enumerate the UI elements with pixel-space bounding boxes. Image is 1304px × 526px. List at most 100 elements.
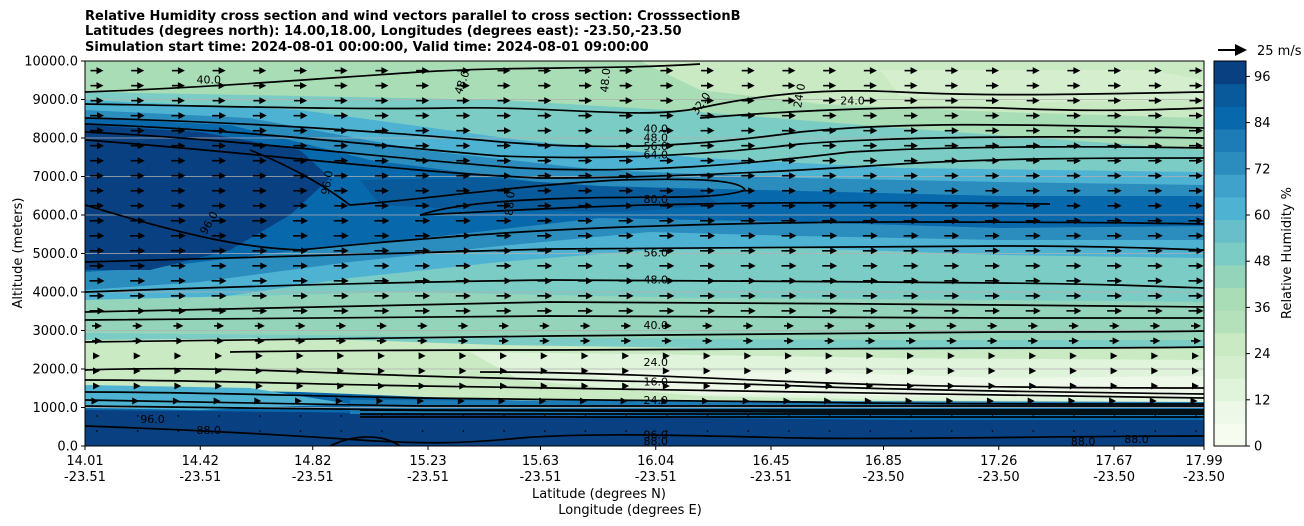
contour-label: 24.0 bbox=[840, 94, 865, 107]
wind-vector-head bbox=[93, 382, 100, 390]
wind-vector-head bbox=[259, 97, 267, 105]
wind-vector-head bbox=[462, 67, 470, 75]
wind-vector-head bbox=[459, 352, 467, 360]
wind-vector-head bbox=[539, 397, 547, 405]
wind-vector-head bbox=[870, 112, 878, 120]
colorbar-swatch bbox=[1214, 287, 1246, 311]
contour-label: 40.0 bbox=[643, 319, 668, 332]
wind-vector-head bbox=[1196, 157, 1203, 165]
wind-vector-head bbox=[504, 247, 512, 255]
wind-vector-head bbox=[463, 277, 471, 285]
wind-vector bbox=[259, 415, 261, 417]
contour-label: 48.0 bbox=[643, 274, 668, 287]
wind-vector-head bbox=[748, 202, 756, 210]
wind-vector-head bbox=[341, 157, 349, 165]
wind-vector-head bbox=[951, 127, 959, 135]
wind-vector-head bbox=[946, 397, 954, 405]
wind-vector bbox=[96, 430, 98, 432]
wind-vector-head bbox=[341, 142, 349, 150]
y-axis-ticks: 0.0 1000.0 2000.0 3000.0 4000.0 5000.0 6000.0 7… bbox=[24, 55, 85, 455]
wind-vector-head bbox=[829, 97, 837, 105]
svg-text:56.0: 56.0 bbox=[643, 140, 668, 153]
wind-vector-head bbox=[988, 367, 996, 375]
wind-vector-head bbox=[341, 292, 349, 300]
wind-vector-head bbox=[463, 217, 471, 225]
wind-vector-head bbox=[260, 262, 268, 270]
wind-vector-head bbox=[1155, 127, 1163, 135]
wind-vector-head bbox=[1194, 337, 1201, 345]
wind-vector-head bbox=[135, 337, 143, 345]
wind-vector-head bbox=[830, 217, 838, 225]
wind-vector-head bbox=[949, 322, 957, 330]
wind-vector-head bbox=[748, 142, 756, 150]
wind-vector-head bbox=[301, 292, 309, 300]
wind-vector-head bbox=[951, 187, 959, 195]
wind-vector-head bbox=[300, 97, 308, 105]
wind-vector-head bbox=[827, 337, 835, 345]
wind-vector-head bbox=[1112, 337, 1120, 345]
chart-title-line-3: Simulation start time: 2024-08-01 00:00:… bbox=[85, 40, 649, 55]
wind-vector-head bbox=[667, 277, 675, 285]
wind-vector-head bbox=[584, 82, 592, 90]
wind-vector-head bbox=[178, 247, 186, 255]
wind-vector-head bbox=[463, 112, 471, 120]
wind-vector-head bbox=[626, 292, 634, 300]
wind-vector-head bbox=[911, 142, 919, 150]
svg-text:56.0: 56.0 bbox=[643, 247, 668, 260]
wind-vector-head bbox=[1151, 352, 1159, 360]
wind-vector bbox=[340, 430, 343, 432]
wind-vector-head bbox=[340, 82, 348, 90]
wind-vector-head bbox=[1029, 352, 1037, 360]
wind-vector-head bbox=[703, 352, 711, 360]
x-tick-lon: -23.50 bbox=[1093, 470, 1135, 485]
wind-vector-head bbox=[300, 202, 308, 210]
wind-vector-head bbox=[97, 217, 105, 225]
wind-vector-head bbox=[174, 352, 182, 360]
wind-vector-head bbox=[747, 97, 755, 105]
wind-vector-head bbox=[1196, 217, 1204, 225]
wind-vector-head bbox=[585, 142, 593, 150]
wind-vector-head bbox=[1155, 202, 1163, 210]
x-tick-lon: -23.51 bbox=[635, 470, 677, 485]
wind-vector-head bbox=[341, 172, 349, 180]
wind-vector-head bbox=[1114, 172, 1122, 180]
wind-vector-head bbox=[1074, 247, 1082, 255]
wind-vector bbox=[950, 415, 953, 417]
wind-vector-head bbox=[219, 292, 227, 300]
wind-vector bbox=[584, 415, 587, 417]
wind-vector-head bbox=[1196, 202, 1203, 210]
wind-vector-head bbox=[626, 202, 634, 210]
wind-vector-head bbox=[1114, 97, 1122, 105]
wind-vector-head bbox=[1196, 262, 1204, 270]
colorbar-tick-label: 96 bbox=[1254, 70, 1271, 85]
quiver-key: 25 m/s bbox=[1218, 44, 1302, 59]
wind-vector-head bbox=[337, 382, 345, 390]
wind-vector-head bbox=[992, 262, 1000, 270]
wind-vector bbox=[299, 415, 302, 417]
wind-vector-head bbox=[829, 172, 837, 180]
wind-vector-head bbox=[909, 322, 917, 330]
wind-vector-head bbox=[545, 292, 553, 300]
wind-vector-head bbox=[624, 322, 632, 330]
wind-vector-head bbox=[1033, 157, 1041, 165]
wind-vector-head bbox=[662, 352, 670, 360]
wind-vector-head bbox=[1029, 367, 1037, 375]
wind-vector-head bbox=[708, 217, 716, 225]
contour-label: 48.0 bbox=[643, 132, 668, 145]
wind-vector-head bbox=[708, 277, 716, 285]
wind-vector-head bbox=[1115, 277, 1123, 285]
wind-vector-head bbox=[422, 82, 430, 90]
wind-vector-head bbox=[1196, 292, 1204, 300]
contour-label: 24.0 bbox=[643, 356, 668, 369]
wind-vector-head bbox=[544, 202, 552, 210]
wind-vector-head bbox=[911, 187, 919, 195]
wind-vector bbox=[381, 415, 383, 417]
contour-label-group: 40.0 48.0 48.032.0 24.0 24.040.048.056.064.0… bbox=[140, 68, 1149, 449]
wind-vector-head bbox=[666, 187, 674, 195]
wind-vector-head bbox=[584, 67, 592, 75]
wind-vector-head bbox=[742, 397, 750, 405]
wind-vector-head bbox=[947, 382, 955, 390]
wind-vector-head bbox=[830, 307, 838, 315]
wind-vector bbox=[1195, 415, 1197, 417]
y-tick-label: 3000.0 bbox=[33, 324, 79, 339]
